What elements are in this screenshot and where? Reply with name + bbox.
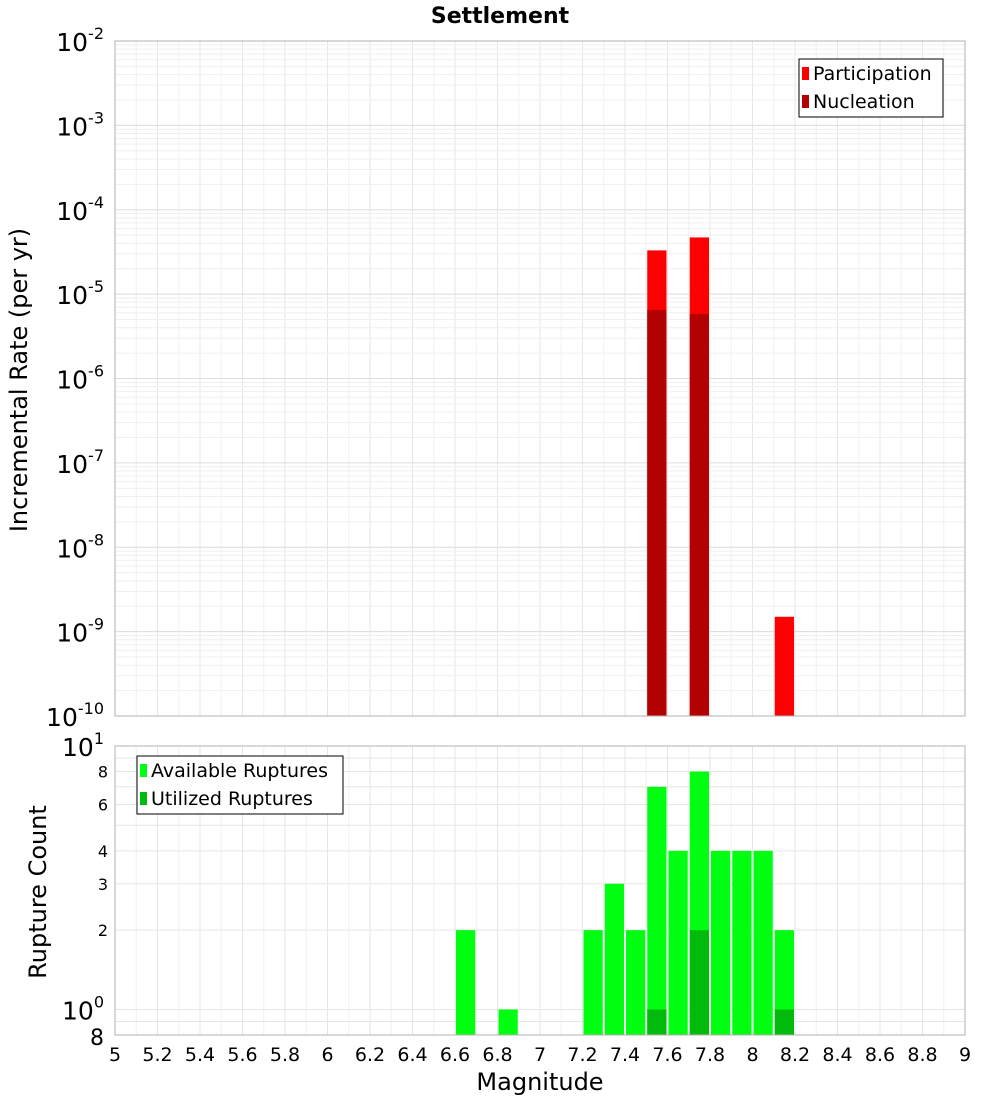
- available-bar: [498, 1009, 518, 1035]
- x-tick-label: 6.8: [482, 1044, 512, 1066]
- x-tick-label: 7.6: [652, 1044, 682, 1066]
- nucleation-bars: [647, 309, 709, 716]
- count-legend: Available Ruptures Utilized Ruptures: [136, 755, 344, 815]
- rate-grid: [114, 41, 966, 717]
- x-tick-label: 7.4: [610, 1044, 640, 1066]
- x-tick-label: 5.8: [270, 1044, 300, 1066]
- rate-y-tick-label: 10-9: [56, 615, 104, 648]
- x-tick-label: 6.6: [440, 1044, 470, 1066]
- rate-y-tick-label: 10-4: [56, 193, 104, 226]
- available-bar: [711, 850, 731, 1035]
- available-legend-swatch: [140, 764, 147, 777]
- count-y-tick-label-power: 101: [62, 729, 104, 762]
- available-bar: [456, 930, 476, 1035]
- nucleation-bar: [689, 314, 709, 716]
- x-tick-label: 6.2: [355, 1044, 385, 1066]
- x-tick-label: 5: [109, 1044, 121, 1066]
- x-tick-label: 8.4: [822, 1044, 852, 1066]
- available-bar: [583, 930, 603, 1035]
- count-y-tick-label: 4: [98, 842, 108, 861]
- available-bar: [732, 850, 752, 1035]
- x-tick-label: 7: [534, 1044, 546, 1066]
- count-y-tick-label: 3: [98, 875, 108, 894]
- rate-legend: Participation Nucleation: [798, 58, 944, 118]
- rate-y-tick-label: 10-6: [56, 362, 104, 395]
- count-y-tick-label: 8: [98, 763, 108, 782]
- rate-y-tick-label: 10-3: [56, 108, 104, 141]
- available-bar: [647, 786, 667, 1035]
- count-y-tick-label-min: 8: [90, 1026, 104, 1051]
- x-tick-label: 5.4: [185, 1044, 215, 1066]
- rate-y-tick-label: 10-2: [56, 24, 104, 57]
- count-y-axis-label: Rupture Count: [24, 805, 52, 979]
- count-y-tick-label: 2: [98, 921, 108, 940]
- rate-plot-border: [114, 40, 966, 717]
- utilized-legend-swatch: [140, 792, 147, 805]
- available-bar: [753, 850, 773, 1035]
- x-tick-label: 8.2: [780, 1044, 810, 1066]
- available-bar: [626, 930, 646, 1035]
- available-legend-label: Available Ruptures: [151, 760, 328, 782]
- x-tick-label: 8.6: [865, 1044, 895, 1066]
- x-tick-label: 7.8: [695, 1044, 725, 1066]
- rate-y-tick-label: 10-10: [46, 699, 104, 732]
- count-legend-box: [136, 755, 344, 815]
- x-axis-label: Magnitude: [476, 1068, 603, 1096]
- utilized-bar: [774, 1009, 794, 1035]
- rate-panel: 10-10 10-9 10-8 10-7 10-6 10-5 10-4 10-3 10-2 In…: [5, 24, 966, 732]
- rate-legend-box: [798, 58, 944, 118]
- count-plot-border: [114, 745, 966, 1036]
- participation-legend-label: Participation: [813, 63, 932, 85]
- x-tick-label: 6.4: [397, 1044, 427, 1066]
- count-y-tick-label-power: 100: [62, 992, 104, 1025]
- rate-y-axis-label: Incremental Rate (per yr): [5, 228, 33, 532]
- rate-y-tick-label: 10-5: [56, 277, 104, 310]
- x-ticks: 5 5.2 5.4 5.6 5.8 6 6.2 6.4 6.6 6.8 7 7.2 7.4 7.6 7.8 8…: [109, 1044, 971, 1066]
- count-y-tick-label: 6: [98, 795, 108, 814]
- rate-y-ticks: 10-10 10-9 10-8 10-7 10-6 10-5 10-4 10-3 10-2: [46, 24, 104, 732]
- x-tick-label: 6: [321, 1044, 333, 1066]
- utilized-bar: [647, 1009, 667, 1035]
- x-tick-label: 8: [746, 1044, 758, 1066]
- utilized-legend-label: Utilized Ruptures: [151, 788, 313, 810]
- rate-y-tick-label: 10-8: [56, 530, 104, 563]
- chart-title: Settlement: [431, 4, 570, 29]
- utilized-bar: [689, 930, 709, 1035]
- x-tick-label: 5.6: [227, 1044, 257, 1066]
- participation-bar: [774, 616, 794, 716]
- available-bar: [774, 930, 794, 1035]
- x-tick-label: 9: [959, 1044, 971, 1066]
- nucleation-bar: [647, 309, 667, 716]
- x-tick-label: 5.2: [142, 1044, 172, 1066]
- x-tick-label: 8.8: [907, 1044, 937, 1066]
- nucleation-legend-swatch: [802, 95, 809, 108]
- available-bar: [604, 883, 624, 1035]
- participation-legend-swatch: [802, 67, 809, 80]
- x-tick-label: 7.2: [567, 1044, 597, 1066]
- available-bar: [668, 850, 688, 1035]
- utilized-bars: [647, 930, 794, 1035]
- nucleation-legend-label: Nucleation: [813, 91, 915, 113]
- rate-y-tick-label: 10-7: [56, 446, 104, 479]
